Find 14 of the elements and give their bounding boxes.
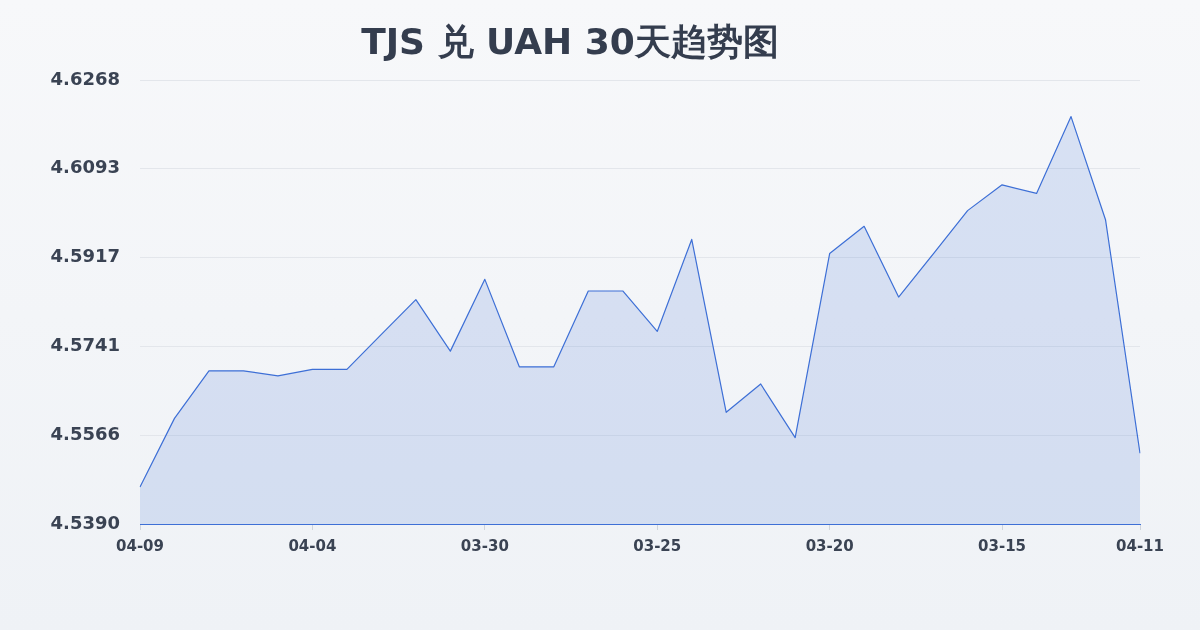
x-tick-label: 04-04 xyxy=(288,536,337,555)
y-tick-label: 4.6268 xyxy=(50,67,120,89)
x-tick-label: 03-20 xyxy=(805,536,854,555)
x-tick-label: 04-09 xyxy=(116,536,164,555)
y-tick-label: 4.5741 xyxy=(50,334,120,356)
x-tick-label: 03-30 xyxy=(460,536,509,555)
y-tick-label: 4.5566 xyxy=(50,422,120,444)
y-tick-label: 4.5917 xyxy=(50,245,120,267)
chart-title: TJS 兑 UAH 30天趋势图 xyxy=(361,20,779,62)
y-tick-label: 4.5390 xyxy=(50,511,120,533)
x-tick-label: 03-25 xyxy=(633,536,682,555)
x-tick-label: 03-15 xyxy=(978,536,1027,555)
x-tick-label: 04-11 xyxy=(1116,536,1164,555)
y-tick-label: 4.6093 xyxy=(50,156,120,178)
